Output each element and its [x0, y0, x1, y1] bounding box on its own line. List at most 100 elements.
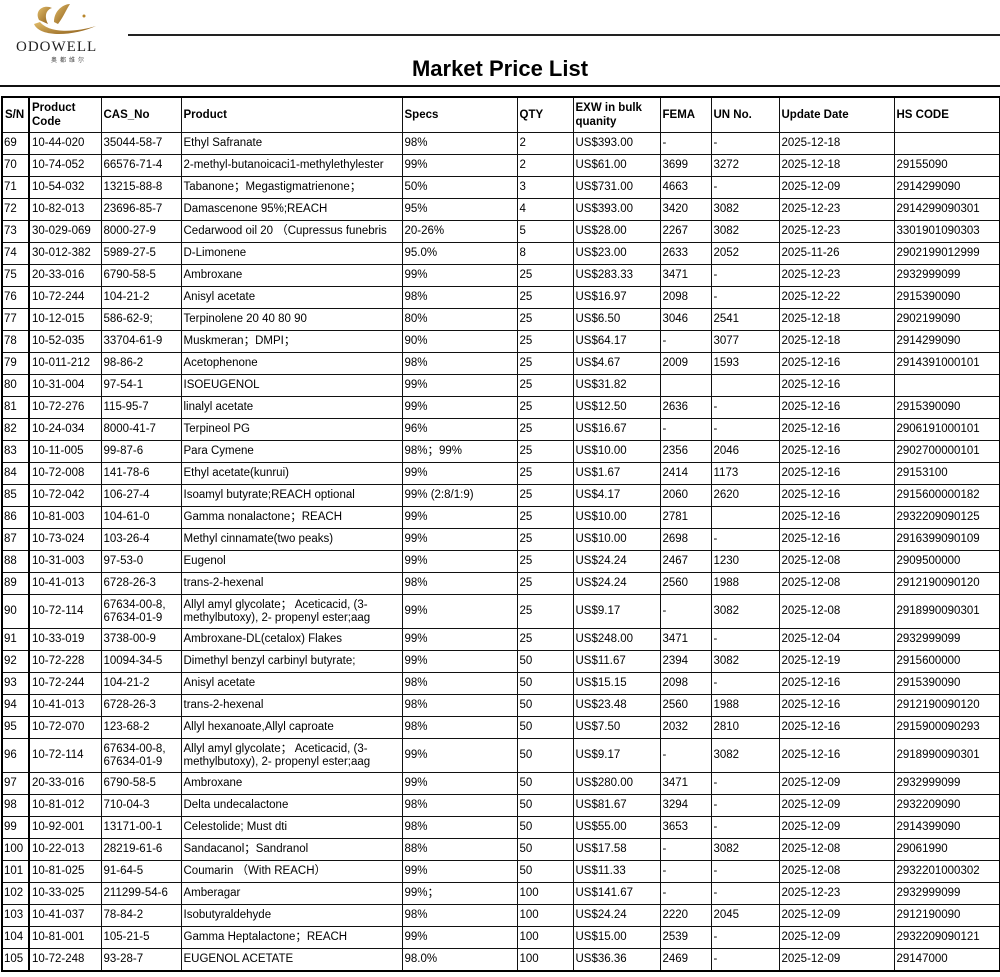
column-header-sn: S/N: [1, 96, 30, 133]
cell-product-code: 10-81-003: [28, 506, 102, 529]
cell-fema: 2394: [659, 650, 712, 673]
cell-un-no: 2541: [710, 308, 780, 331]
cell-update-date: 2025-12-08: [778, 572, 895, 595]
cell-product: Para Cymene: [180, 440, 403, 463]
table-row: 91 10-33-019 3738-00-9 Ambroxane-DL(cetalox…: [1, 628, 1000, 651]
cell-exw-price: US$11.33: [572, 860, 661, 883]
cell-product: Allyl amyl glycolate； Aceticacid, (3-met…: [180, 738, 403, 773]
cell-un-no: 2052: [710, 242, 780, 265]
cell-fema: 2009: [659, 352, 712, 375]
cell-hs-code: 2916399090109: [893, 528, 1000, 551]
cell-qty: 25: [516, 352, 574, 375]
cell-specs: 99%: [401, 650, 518, 673]
cell-product-code: 30-029-069: [28, 220, 102, 243]
cell-update-date: 2025-12-09: [778, 926, 895, 949]
cell-product-code: 10-72-244: [28, 286, 102, 309]
cell-cas-no: 8000-41-7: [100, 418, 182, 441]
cell-fema: 3471: [659, 628, 712, 651]
cell-un-no: [710, 374, 780, 397]
logo-leaf-icon: [34, 4, 96, 34]
table-row: 71 10-54-032 13215-88-8 Tabanone；Megastigma…: [1, 176, 1000, 199]
cell-sn: 92: [1, 650, 30, 673]
cell-update-date: 2025-12-09: [778, 176, 895, 199]
cell-qty: 25: [516, 374, 574, 397]
cell-cas-no: 13171-00-1: [100, 816, 182, 839]
cell-un-no: [710, 506, 780, 529]
cell-sn: 101: [1, 860, 30, 883]
cell-product: Damascenone 95%;REACH: [180, 198, 403, 221]
cell-exw-price: US$7.50: [572, 716, 661, 739]
cell-hs-code: 2932999099: [893, 882, 1000, 905]
cell-cas-no: 28219-61-6: [100, 838, 182, 861]
cell-sn: 105: [1, 948, 30, 972]
cell-hs-code: 2932209090121: [893, 926, 1000, 949]
cell-update-date: 2025-12-09: [778, 794, 895, 817]
cell-product: Dimethyl benzyl carbinyl butyrate;: [180, 650, 403, 673]
cell-fema: -: [659, 594, 712, 629]
cell-fema: -: [659, 132, 712, 155]
cell-specs: 95.0%: [401, 242, 518, 265]
cell-product-code: 10-72-244: [28, 672, 102, 695]
cell-specs: 98%: [401, 572, 518, 595]
table-row: 105 10-72-248 93-28-7 EUGENOL ACETATE 98.0% 1…: [1, 948, 1000, 972]
cell-exw-price: US$81.67: [572, 794, 661, 817]
cell-sn: 89: [1, 572, 30, 595]
cell-product: EUGENOL ACETATE: [180, 948, 403, 972]
cell-hs-code: 2912190090120: [893, 572, 1000, 595]
cell-fema: 4663: [659, 176, 712, 199]
cell-product: linalyl acetate: [180, 396, 403, 419]
cell-specs: 98.0%: [401, 948, 518, 972]
cell-update-date: 2025-12-16: [778, 716, 895, 739]
cell-product: Eugenol: [180, 550, 403, 573]
column-header-fema: FEMA: [659, 96, 712, 133]
cell-product: Coumarin （With REACH）: [180, 860, 403, 883]
table-row: 84 10-72-008 141-78-6 Ethyl acetate(kunrui)…: [1, 462, 1000, 485]
cell-un-no: 2620: [710, 484, 780, 507]
title-rule: [0, 85, 1000, 87]
cell-qty: 25: [516, 462, 574, 485]
cell-cas-no: 710-04-3: [100, 794, 182, 817]
cell-product-code: 20-33-016: [28, 772, 102, 795]
cell-update-date: 2025-12-18: [778, 308, 895, 331]
table-row: 94 10-41-013 6728-26-3 trans-2-hexenal 98% 50…: [1, 694, 1000, 717]
cell-exw-price: US$280.00: [572, 772, 661, 795]
cell-product: Sandacanol；Sandranol: [180, 838, 403, 861]
cell-un-no: 1988: [710, 694, 780, 717]
cell-sn: 94: [1, 694, 30, 717]
column-header-specs: Specs: [401, 96, 518, 133]
cell-exw-price: US$17.58: [572, 838, 661, 861]
cell-exw-price: US$9.17: [572, 594, 661, 629]
cell-qty: 25: [516, 506, 574, 529]
cell-specs: 98%: [401, 286, 518, 309]
cell-fema: 3294: [659, 794, 712, 817]
table-row: 83 10-11-005 99-87-6 Para Cymene 98%；99% 25 US…: [1, 440, 1000, 463]
cell-product-code: 10-44-020: [28, 132, 102, 155]
cell-sn: 99: [1, 816, 30, 839]
cell-product: Anisyl acetate: [180, 672, 403, 695]
cell-fema: -: [659, 882, 712, 905]
column-header-un-no: UN No.: [710, 96, 780, 133]
cell-exw-price: US$61.00: [572, 154, 661, 177]
cell-product-code: 10-41-013: [28, 572, 102, 595]
cell-update-date: 2025-12-08: [778, 550, 895, 573]
cell-specs: 96%: [401, 418, 518, 441]
cell-product-code: 10-54-032: [28, 176, 102, 199]
cell-qty: 25: [516, 528, 574, 551]
cell-specs: 99%: [401, 462, 518, 485]
table-row: 79 10-011-212 98-86-2 Acetophenone 98% 25 US$4…: [1, 352, 1000, 375]
cell-fema: -: [659, 838, 712, 861]
table-row: 89 10-41-013 6728-26-3 trans-2-hexenal 98% 25…: [1, 572, 1000, 595]
cell-qty: 4: [516, 198, 574, 221]
cell-fema: 2636: [659, 396, 712, 419]
cell-sn: 70: [1, 154, 30, 177]
cell-cas-no: 6790-58-5: [100, 264, 182, 287]
cell-exw-price: US$283.33: [572, 264, 661, 287]
cell-specs: 99%: [401, 506, 518, 529]
cell-specs: 99%: [401, 628, 518, 651]
cell-hs-code: 29061990: [893, 838, 1000, 861]
cell-hs-code: 2912190090120: [893, 694, 1000, 717]
cell-qty: 50: [516, 650, 574, 673]
cell-sn: 103: [1, 904, 30, 927]
cell-fema: 2469: [659, 948, 712, 972]
table-row: 99 10-92-001 13171-00-1 Celestolide; Must d…: [1, 816, 1000, 839]
